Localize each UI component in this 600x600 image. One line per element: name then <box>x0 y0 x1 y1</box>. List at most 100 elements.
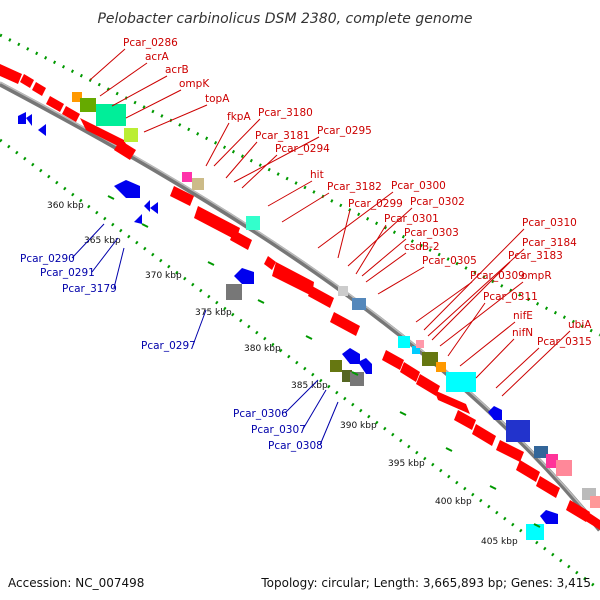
gene-arrow[interactable] <box>434 390 470 414</box>
gene-arrow[interactable] <box>272 262 314 296</box>
gene-label[interactable]: Pcar_3184 <box>522 237 577 249</box>
feature-box[interactable] <box>182 172 192 182</box>
gene-label[interactable]: Pcar_0294 <box>275 143 330 155</box>
leader-line <box>89 48 126 81</box>
feature-box[interactable] <box>352 298 366 310</box>
gene-arrow[interactable] <box>170 186 194 206</box>
gene-arrow[interactable] <box>150 202 158 214</box>
gene-arrow[interactable] <box>194 206 240 240</box>
gene-arrow[interactable] <box>330 312 360 336</box>
gene-arrow[interactable] <box>144 200 150 212</box>
gene-arrow[interactable] <box>472 424 496 446</box>
gene-label[interactable]: Pcar_0290 <box>20 253 75 265</box>
gene-label[interactable]: Pcar_0303 <box>404 227 459 239</box>
gene-label[interactable]: ompK <box>179 78 210 90</box>
feature-box[interactable] <box>416 340 424 348</box>
gene-arrow[interactable] <box>20 74 34 88</box>
gene-label[interactable]: Pcar_3183 <box>508 250 563 262</box>
gene-label[interactable]: Pcar_0315 <box>537 336 592 348</box>
gene-arrow[interactable] <box>230 230 252 250</box>
gene-label[interactable]: acrA <box>145 51 170 63</box>
feature-box[interactable] <box>342 370 352 382</box>
gene-label[interactable]: hit <box>310 169 324 181</box>
feature-box[interactable] <box>534 446 548 458</box>
feature-box[interactable] <box>446 372 476 392</box>
feature-box[interactable] <box>546 454 558 468</box>
gene-label[interactable]: Pcar_3182 <box>327 181 382 193</box>
gene-label[interactable]: Pcar_3181 <box>255 130 310 142</box>
gene-arrow[interactable] <box>540 510 558 524</box>
gene-label[interactable]: Pcar_0297 <box>141 340 196 352</box>
feature-box[interactable] <box>412 346 420 354</box>
gene-arrow[interactable] <box>584 512 600 530</box>
feature-box[interactable] <box>192 178 204 190</box>
gene-label[interactable]: Pcar_0295 <box>317 125 372 137</box>
gene-arrow[interactable] <box>134 214 142 224</box>
gene-label[interactable]: Pcar_0301 <box>384 213 439 225</box>
gene-label[interactable]: Pcar_0302 <box>410 196 465 208</box>
gene-label[interactable]: topA <box>205 93 230 105</box>
gene-arrow[interactable] <box>416 374 440 396</box>
feature-box[interactable] <box>350 372 364 386</box>
feature-box[interactable] <box>96 104 126 126</box>
feature-box[interactable] <box>506 420 530 442</box>
gene-label[interactable]: Pcar_0305 <box>422 255 477 267</box>
feature-box[interactable] <box>556 460 572 476</box>
gene-arrow[interactable] <box>38 124 46 136</box>
gene-arrow[interactable] <box>0 64 22 84</box>
gene-arrow[interactable] <box>114 140 136 160</box>
gene-label[interactable]: Pcar_3179 <box>62 283 117 295</box>
feature-box[interactable] <box>72 92 82 102</box>
leader-line <box>241 154 278 189</box>
gene-arrow[interactable] <box>26 114 32 126</box>
gene-arrow[interactable] <box>454 410 476 430</box>
gene-arrow[interactable] <box>358 358 372 374</box>
gene-label[interactable]: Pcar_0308 <box>268 440 323 452</box>
gene-label[interactable]: ompR <box>521 270 552 282</box>
feature-box[interactable] <box>590 496 600 508</box>
feature-box[interactable] <box>422 352 438 366</box>
gene-label[interactable]: Pcar_0300 <box>391 180 446 192</box>
gene-arrow[interactable] <box>32 82 46 96</box>
gene-arrow[interactable] <box>400 362 420 382</box>
gene-arrow[interactable] <box>62 106 80 122</box>
gene-arrow[interactable] <box>536 476 560 498</box>
gene-label[interactable]: fkpA <box>227 111 251 123</box>
gene-label[interactable]: acrB <box>165 64 189 76</box>
feature-box[interactable] <box>226 284 242 300</box>
feature-box[interactable] <box>436 362 446 372</box>
gene-arrow[interactable] <box>516 460 540 482</box>
gene-label[interactable]: Pcar_0309 <box>470 270 525 282</box>
gene-arrow[interactable] <box>18 112 26 124</box>
gene-label[interactable]: csdB-2 <box>404 241 440 253</box>
gene-arrow[interactable] <box>496 440 524 462</box>
feature-box[interactable] <box>330 360 342 372</box>
feature-box[interactable] <box>398 336 410 348</box>
gene-label[interactable]: Pcar_0306 <box>233 408 288 420</box>
gene-arrow[interactable] <box>234 268 254 284</box>
gene-label[interactable]: Pcar_0291 <box>40 267 95 279</box>
gene-label[interactable]: ubiA <box>568 319 592 331</box>
gene-label[interactable]: Pcar_0299 <box>348 198 403 210</box>
feature-box[interactable] <box>246 216 260 230</box>
gene-label[interactable]: Pcar_3180 <box>258 107 313 119</box>
feature-box[interactable] <box>80 98 96 112</box>
gene-arrow[interactable] <box>46 96 64 112</box>
gene-arrow[interactable] <box>308 286 334 308</box>
gene-arrow[interactable] <box>488 406 502 420</box>
gene-label[interactable]: Pcar_0310 <box>522 217 577 229</box>
gene-label[interactable]: Pcar_0286 <box>123 37 178 49</box>
gene-arrow[interactable] <box>382 350 404 370</box>
gene-label[interactable]: Pcar_0307 <box>251 424 306 436</box>
gene-label[interactable]: nifE <box>513 310 533 322</box>
feature-box[interactable] <box>526 524 544 540</box>
gene-arrow[interactable] <box>114 180 140 198</box>
gene-arrow[interactable] <box>80 118 130 152</box>
gene-label[interactable]: nifN <box>512 327 533 339</box>
feature-box[interactable] <box>338 286 348 296</box>
feature-box[interactable] <box>124 128 138 142</box>
gene-arrow[interactable] <box>566 500 590 522</box>
gene-label[interactable]: Pcar_0311 <box>483 291 538 303</box>
gene-arrow[interactable] <box>264 256 276 270</box>
gene-arrow[interactable] <box>342 348 360 364</box>
